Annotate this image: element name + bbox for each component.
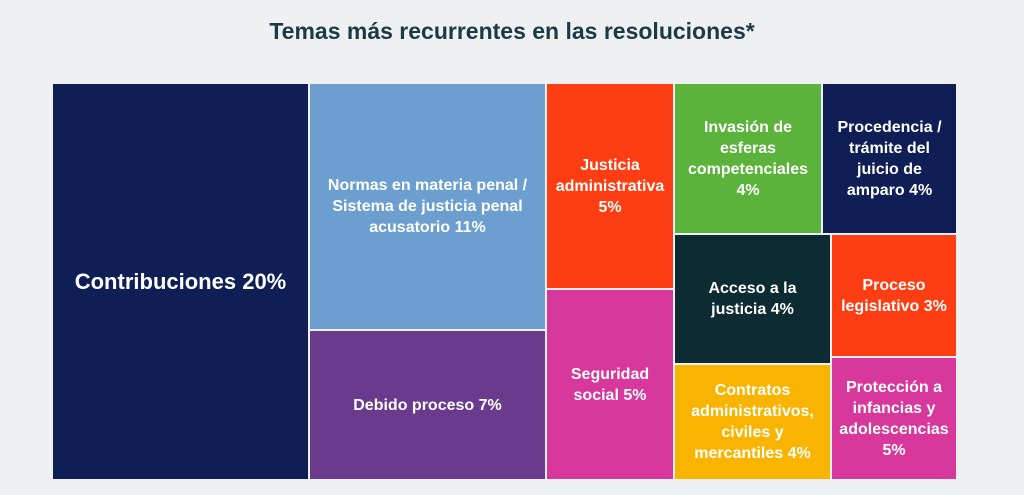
category-label: Protección a infancias y adolescencias: [839, 378, 949, 438]
value-label: 4%: [909, 181, 933, 199]
tile: Acceso a la justicia 4%: [674, 234, 831, 364]
value-label: 4%: [787, 445, 811, 462]
category-label: Contribuciones: [74, 268, 237, 294]
value-label: 5%: [623, 386, 647, 404]
tile: Procedencia / trámite del juicio de ampa…: [822, 83, 957, 234]
value-label: 20%: [242, 268, 287, 294]
tile: Seguridad social 5%: [546, 289, 674, 480]
value-label: 4%: [736, 181, 760, 199]
category-label: Invasión de esferas competenciales: [687, 118, 809, 178]
tile: Contribuciones 20%: [52, 83, 309, 480]
category-label: Normas en materia penal / Sistema de jus…: [327, 177, 528, 236]
category-label: Acceso a la justicia: [708, 280, 797, 318]
tile-label: Acceso a la justicia 4%: [681, 278, 824, 320]
tile-label: Contribuciones 20%: [75, 268, 287, 296]
tile: Debido proceso 7%: [309, 330, 546, 480]
tile: Proceso legislativo 3%: [831, 234, 957, 357]
category-label: Proceso legislativo: [841, 276, 926, 315]
tile-label: Proceso legislativo 3%: [838, 275, 950, 317]
tile: Justicia administrativa 5%: [546, 83, 674, 289]
category-label: Seguridad social: [570, 365, 650, 404]
value-label: 11%: [454, 219, 486, 236]
tile-label: Seguridad social 5%: [553, 364, 667, 406]
tile-label: Justicia administrativa 5%: [553, 155, 667, 218]
tile-label: Protección a infancias y adolescencias 5…: [838, 377, 950, 461]
tile: Contratos administrativos, civiles y mer…: [674, 364, 831, 480]
value-label: 4%: [770, 301, 794, 318]
tile-label: Debido proceso 7%: [353, 395, 501, 416]
tile-label: Normas en materia penal / Sistema de jus…: [316, 175, 539, 238]
tile-label: Procedencia / trámite del juicio de ampa…: [829, 117, 950, 201]
tile: Invasión de esferas competenciales 4%: [674, 83, 822, 234]
value-label: 5%: [598, 198, 622, 216]
category-label: Debido proceso: [353, 396, 475, 414]
tile-label: Contratos administrativos, civiles y mer…: [681, 380, 824, 464]
chart-title: Temas más recurrentes en las resolucione…: [269, 18, 755, 44]
tile-label: Invasión de esferas competenciales 4%: [681, 117, 815, 201]
value-label: 7%: [478, 396, 502, 414]
tile: Normas en materia penal / Sistema de jus…: [309, 83, 546, 330]
category-label: Contratos administrativos, civiles y mer…: [691, 382, 814, 462]
value-label: 3%: [923, 297, 947, 315]
category-label: Justicia administrativa: [555, 156, 665, 195]
value-label: 5%: [882, 441, 906, 459]
tile: Protección a infancias y adolescencias 5…: [831, 357, 957, 480]
category-label: Procedencia / trámite del juicio de ampa…: [837, 118, 942, 199]
